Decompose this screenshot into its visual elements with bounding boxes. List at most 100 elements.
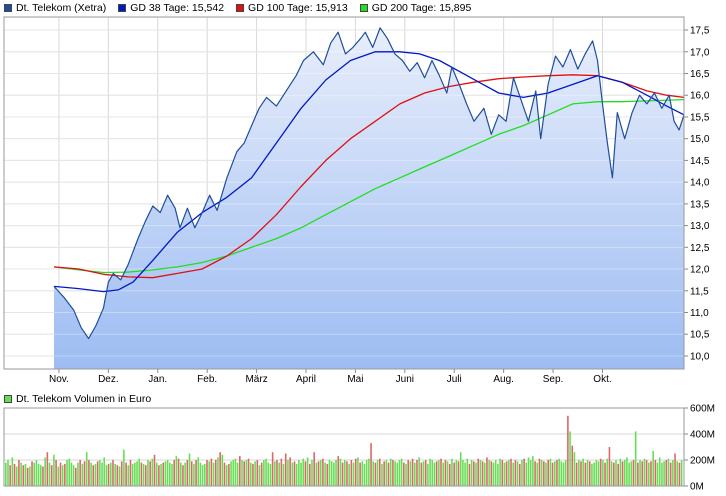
volume-bar [661, 462, 663, 486]
volume-bar [341, 462, 344, 486]
volume-bar [105, 465, 108, 486]
volume-bar [680, 460, 683, 486]
legend-label-volume: Dt. Telekom Volumen in Euro [16, 393, 152, 405]
volume-bar [247, 458, 250, 486]
volume-bar [245, 460, 248, 486]
x-tick-label: Sep. [543, 374, 564, 385]
volume-bar [586, 460, 589, 486]
price-line [53, 27, 685, 340]
volume-bar [466, 458, 469, 486]
volume-bar [315, 462, 318, 486]
volume-bar [252, 463, 254, 486]
volume-bar [641, 461, 644, 486]
volume-bar [486, 457, 488, 486]
volume-bar [37, 463, 40, 486]
volume-bar [109, 462, 112, 486]
volume-bar [68, 458, 71, 486]
volume-bar [593, 462, 595, 486]
x-tick-label: Nov. [49, 374, 69, 385]
volume-bar [665, 460, 668, 486]
volume-bar [444, 460, 447, 486]
volume-bar [468, 463, 471, 486]
volume-bar [637, 462, 639, 486]
volume-bar [112, 460, 114, 486]
volume-bar [136, 461, 138, 486]
volume-bar [101, 462, 103, 486]
volume-bar [129, 460, 132, 486]
volume-bar [81, 463, 84, 486]
volume-bar [628, 462, 630, 486]
volume-bar [422, 461, 425, 486]
volume-bar [44, 457, 46, 486]
volume-bar [658, 457, 661, 486]
volume-bar [663, 461, 665, 486]
volume-bar [22, 465, 25, 486]
volume-bar [470, 460, 473, 486]
volume-bar [232, 460, 235, 486]
price-legend: Dt. Telekom (Xetra) GD 38 Tage: 15,542 G… [4, 1, 483, 15]
volume-bar [249, 462, 252, 486]
volume-bar [243, 461, 245, 486]
volume-bar [654, 460, 657, 486]
volume-bar [171, 463, 173, 486]
volume-bar [267, 462, 270, 486]
volume-bar [613, 462, 615, 486]
volume-bar [107, 463, 110, 486]
x-tick-label: Aug. [493, 374, 514, 385]
plot-frame [3, 16, 685, 370]
volume-bar [433, 462, 436, 486]
volume-bar [123, 449, 125, 486]
y-tick-label: 10,5 [690, 330, 710, 341]
volume-bar [527, 457, 530, 486]
volume-bar [508, 460, 510, 486]
volume-bar [514, 460, 517, 486]
volume-bar [9, 465, 11, 486]
volume-bar [621, 461, 624, 486]
volume-bar [549, 458, 552, 486]
volume-bar [588, 461, 591, 486]
volume-bar [595, 460, 598, 486]
volume-bar [650, 461, 652, 486]
volume-bar [575, 462, 578, 486]
volume-bar [523, 458, 525, 486]
volume-bar [201, 465, 204, 486]
volume-bar [532, 456, 534, 486]
volume-bar [300, 462, 302, 486]
volume-bar [536, 462, 539, 486]
volume-bar [164, 461, 167, 486]
volume-bar [55, 460, 57, 486]
volume-bar [144, 465, 147, 486]
volume-bar [319, 460, 322, 486]
volume-bar [322, 458, 324, 486]
volume-bar [344, 460, 346, 486]
volume-bar [335, 460, 337, 486]
volume-bar [440, 458, 442, 486]
x-tick-label: Dez. [98, 374, 119, 385]
volume-bar [396, 462, 399, 486]
y-tick-label: 17,0 [690, 47, 710, 58]
volume-bar [490, 461, 493, 486]
y-tick-label: 14,0 [690, 178, 710, 189]
volume-bar [206, 460, 208, 486]
volume-bar [442, 462, 445, 486]
volume-bar [190, 461, 193, 486]
volume-bar [88, 460, 90, 486]
volume-bar [516, 461, 519, 486]
volume-bar [66, 460, 68, 486]
legend-swatch-gd200 [359, 4, 368, 12]
volume-bar [149, 461, 151, 486]
volume-bar [346, 461, 348, 486]
volume-bar [175, 456, 178, 486]
volume-bar [269, 463, 272, 486]
volume-bar [674, 453, 676, 486]
volume-bar [258, 465, 261, 486]
y-tick-label: 13,5 [690, 199, 710, 210]
y-tick-label: 10,0 [690, 351, 710, 362]
volume-bar [374, 462, 377, 486]
volume-bar [83, 461, 86, 486]
volume-bar [61, 465, 64, 486]
volume-bar [617, 463, 619, 486]
volume-bar [348, 463, 350, 486]
volume-bar [114, 463, 116, 486]
volume-bar [365, 460, 368, 486]
